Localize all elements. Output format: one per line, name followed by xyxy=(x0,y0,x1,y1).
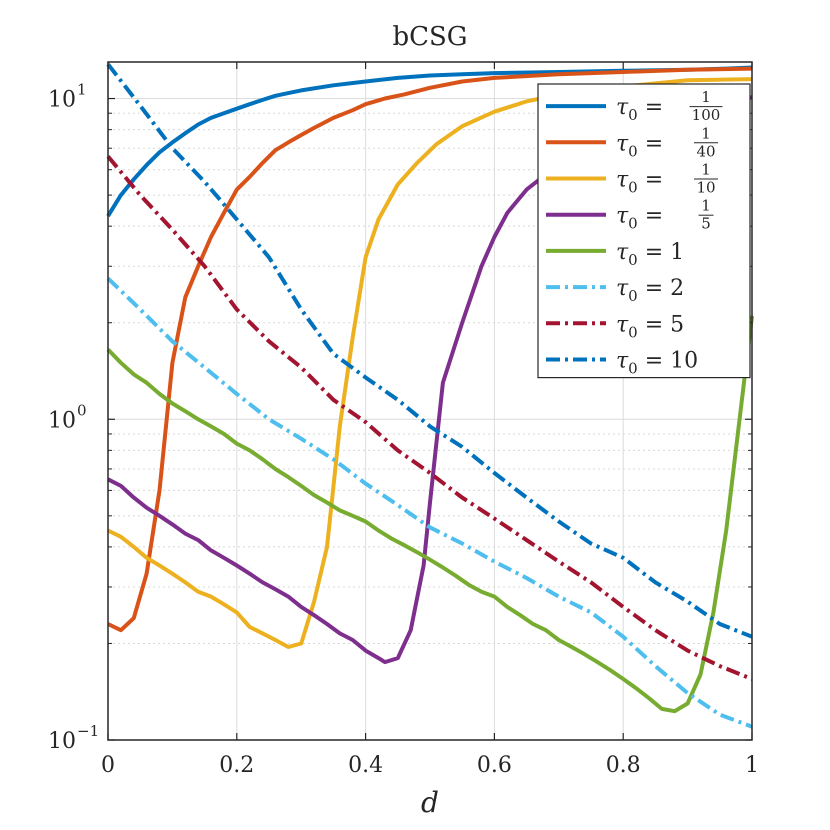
x-tick-label: 0.4 xyxy=(348,753,383,778)
legend-fraction-numerator: 1 xyxy=(701,88,711,106)
legend-tau: τ xyxy=(616,312,629,337)
legend-fraction-numerator: 1 xyxy=(701,161,711,179)
legend-label-2: τ0 = xyxy=(616,168,663,197)
legend-subscript: 0 xyxy=(628,106,638,124)
legend-label-0: τ0 = xyxy=(616,95,663,124)
y-tick-exponent: 1 xyxy=(77,81,87,99)
legend-value: 2 xyxy=(670,276,684,301)
series-line-2 xyxy=(107,77,753,649)
ticks xyxy=(107,62,753,741)
legend-tau: τ xyxy=(616,131,629,156)
legend-subscript: 0 xyxy=(628,287,638,305)
legend-tau: τ xyxy=(616,95,629,120)
legend-value: 5 xyxy=(670,312,684,337)
legend-equals: = xyxy=(638,312,670,337)
x-tick-label: 0 xyxy=(101,753,115,778)
legend-value: 10 xyxy=(670,349,698,374)
legend-label-3: τ0 = xyxy=(616,204,663,233)
legend-subscript: 0 xyxy=(628,360,638,378)
legend-equals: = xyxy=(638,131,663,156)
series-line-4 xyxy=(106,315,754,714)
x-axis-label: d xyxy=(421,786,439,819)
y-tick-exponent: −1 xyxy=(77,722,99,740)
legend-value: 1 xyxy=(670,240,684,265)
legend-tau: τ xyxy=(616,240,629,265)
legend-fraction-denominator: 100 xyxy=(692,106,721,124)
x-tick-label: 1 xyxy=(745,753,759,778)
y-tick-label: 10 xyxy=(48,408,76,433)
legend-fraction-denominator: 10 xyxy=(696,179,715,197)
legend-equals: = xyxy=(638,168,663,193)
legend-subscript: 0 xyxy=(628,179,638,197)
series-line-7 xyxy=(106,62,753,639)
series-line-0 xyxy=(106,65,753,218)
y-tick-exponent: 0 xyxy=(77,401,87,419)
legend-label-7: τ0 = 10 xyxy=(616,349,698,378)
legend-tau: τ xyxy=(616,168,629,193)
legend-equals: = xyxy=(638,95,663,120)
y-tick-label: 10 xyxy=(48,729,76,754)
series-line-1 xyxy=(107,66,753,633)
legend-tau: τ xyxy=(616,349,629,374)
legend-fraction-numerator: 1 xyxy=(701,197,711,215)
legend-label-5: τ0 = 2 xyxy=(616,276,684,305)
legend-subscript: 0 xyxy=(628,215,638,233)
legend-fraction-numerator: 1 xyxy=(701,124,711,142)
legend-equals: = xyxy=(638,240,670,265)
x-tick-label: 0.2 xyxy=(219,753,254,778)
legend-equals: = xyxy=(638,204,663,229)
legend-subscript: 0 xyxy=(628,142,638,160)
y-tick-label: 10 xyxy=(48,88,76,113)
legend-tau: τ xyxy=(616,204,629,229)
legend-subscript: 0 xyxy=(628,323,638,341)
legend-fraction-denominator: 5 xyxy=(701,215,711,233)
x-tick-label: 0.6 xyxy=(477,753,512,778)
x-tick-label: 0.8 xyxy=(606,753,641,778)
series-line-5 xyxy=(106,276,753,729)
legend-equals: = xyxy=(638,276,670,301)
legend-box xyxy=(537,83,751,379)
legend-label-4: τ0 = 1 xyxy=(616,240,684,269)
legend-subscript: 0 xyxy=(628,251,638,269)
legend-label-1: τ0 = xyxy=(616,131,663,160)
legend-equals: = xyxy=(638,349,670,374)
chart-title: bCSG xyxy=(392,22,467,52)
series-line-6 xyxy=(106,155,753,681)
axes-box xyxy=(107,61,753,741)
legend-label-6: τ0 = 5 xyxy=(616,312,684,341)
legend-fraction-denominator: 40 xyxy=(696,142,715,160)
legend-tau: τ xyxy=(616,276,629,301)
